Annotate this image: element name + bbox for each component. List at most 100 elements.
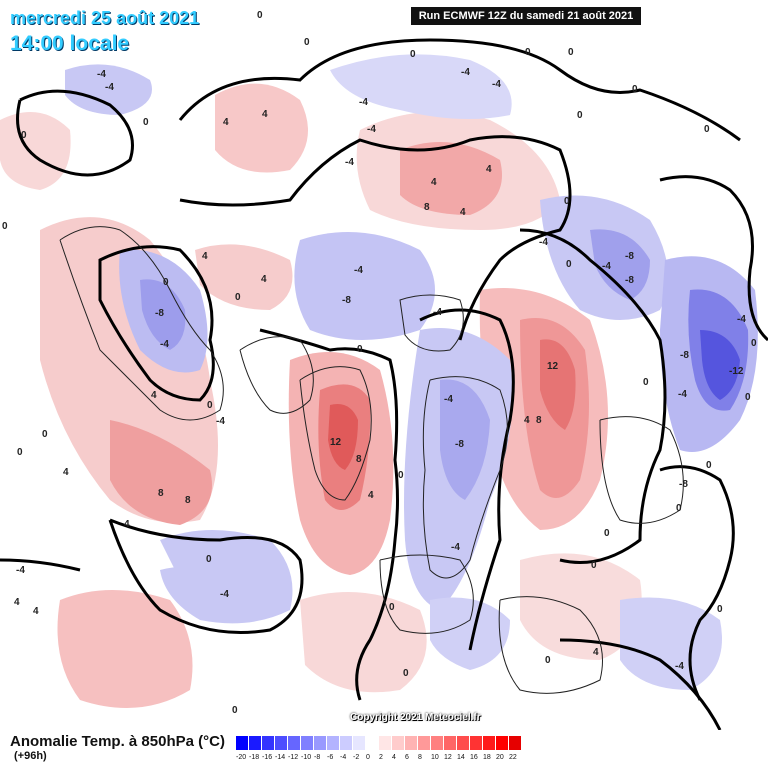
label-0: 0 (745, 392, 751, 403)
label-0: 0 (545, 655, 551, 666)
label-minus4: -4 (160, 339, 169, 350)
label-minus4: -4 (354, 265, 363, 276)
label-0: 0 (257, 10, 263, 21)
label-0: 0 (398, 470, 404, 481)
label-0: 0 (704, 124, 710, 135)
label-minus12: -12 (729, 366, 744, 377)
label-0: 0 (676, 503, 682, 514)
label-minus4: -4 (678, 389, 687, 400)
label-minus4: -4 (444, 394, 453, 405)
label-minus8: -8 (679, 479, 688, 490)
label-4: 4 (368, 490, 374, 501)
cold-anomaly-areas (65, 54, 758, 690)
label-minus4: -4 (367, 124, 376, 135)
scale-tick-label: -12 (288, 754, 299, 761)
scale-tick-label: 10 (431, 754, 439, 761)
label-0: 0 (163, 277, 169, 288)
label-4: 4 (524, 415, 530, 426)
scale-tick-label: -10 (301, 754, 312, 761)
scale-swatch (431, 736, 444, 750)
label-0: 0 (604, 528, 610, 539)
label-minus8: -8 (625, 275, 634, 286)
label-4: 4 (63, 467, 69, 478)
scale-tick-label: -8 (314, 754, 321, 761)
label-minus4: -4 (492, 79, 501, 90)
scale-swatch (483, 736, 496, 750)
scale-swatch (379, 736, 392, 750)
label-minus4: -4 (220, 589, 229, 600)
label-0: 0 (304, 37, 310, 48)
scale-swatch (314, 736, 327, 750)
label-minus8: -8 (155, 308, 164, 319)
scale-tick-label: 16 (470, 754, 478, 761)
scale-tick-label: 6 (405, 754, 409, 761)
label-0: 0 (42, 429, 48, 440)
scale-tick-label: -6 (327, 754, 334, 761)
scale-swatch (366, 736, 379, 750)
forecast-time: 14:00 locale (10, 32, 130, 55)
label-12: 12 (547, 361, 559, 372)
scale-tick-label: 8 (418, 754, 422, 761)
scale-tick-label: 12 (444, 754, 452, 761)
scale-tick-label: 20 (496, 754, 504, 761)
label-minus4: -4 (97, 69, 106, 80)
scale-tick-label: 22 (509, 754, 517, 761)
label-0: 0 (21, 130, 27, 141)
scale-tick-label: 18 (483, 754, 491, 761)
label-minus4: -4 (433, 307, 442, 318)
copyright-notice: Copyright 2021 Meteociel.fr (350, 712, 481, 723)
label-0: 0 (17, 447, 23, 458)
label-minus4: -4 (675, 661, 684, 672)
label-0: 0 (577, 110, 583, 121)
label-0: 0 (357, 344, 363, 355)
label-0: 0 (632, 84, 638, 95)
label-minus4: -4 (345, 157, 354, 168)
scale-tick-label: 0 (366, 754, 370, 761)
forecast-date: mercredi 25 août 2021 (10, 8, 200, 28)
label-4: 4 (14, 597, 20, 608)
label-0: 0 (235, 292, 241, 303)
contour-labels: -4 -4 4 4 0 0 0 0 0 -4 -4 0 0 0 -4 -4 -4… (2, 10, 757, 716)
label-4: 4 (202, 251, 208, 262)
scale-tick-label: 4 (392, 754, 396, 761)
label-minus8: -8 (342, 295, 351, 306)
label-4: 4 (486, 164, 492, 175)
label-0: 0 (403, 668, 409, 679)
model-run-info: Run ECMWF 12Z du samedi 21 août 2021 (411, 7, 641, 25)
label-minus4: -4 (16, 565, 25, 576)
forecast-lead-time: (+96h) (14, 750, 47, 762)
label-4: 4 (431, 177, 437, 188)
scale-swatch (418, 736, 431, 750)
scale-tick-label: -14 (275, 754, 286, 761)
label-0: 0 (207, 400, 213, 411)
label-0: 0 (566, 259, 572, 270)
label-0: 0 (232, 705, 238, 716)
label-minus4: -4 (539, 237, 548, 248)
scale-swatch (470, 736, 483, 750)
scale-tick-label: -20 (236, 754, 247, 761)
label-0: 0 (143, 117, 149, 128)
scale-swatch (353, 736, 366, 750)
coastlines (59, 226, 684, 694)
label-4: 4 (262, 109, 268, 120)
scale-swatch (236, 736, 249, 750)
label-8: 8 (356, 454, 362, 465)
label-0: 0 (564, 196, 570, 207)
label-12: 12 (330, 437, 342, 448)
scale-swatch (327, 736, 340, 750)
scale-swatch (288, 736, 301, 750)
label-4: 4 (33, 606, 39, 617)
scale-swatch (340, 736, 353, 750)
color-scale-labels: -20 -18 -16 -14 -12 -10 -8 -6 -4 -2 0 2 4 6 8 10 12 14 16 1… (236, 754, 522, 761)
scale-tick-label: -4 (340, 754, 347, 761)
scale-tick-label: 14 (457, 754, 465, 761)
label-0: 0 (643, 377, 649, 388)
label-minus4: -4 (737, 314, 746, 325)
label-4: 4 (460, 207, 466, 218)
label-minus4: -4 (105, 82, 114, 93)
label-0: 0 (751, 338, 757, 349)
label-0: 0 (206, 554, 212, 565)
label-0: 0 (389, 602, 395, 613)
label-0: 0 (2, 221, 8, 232)
label-8: 8 (536, 415, 542, 426)
